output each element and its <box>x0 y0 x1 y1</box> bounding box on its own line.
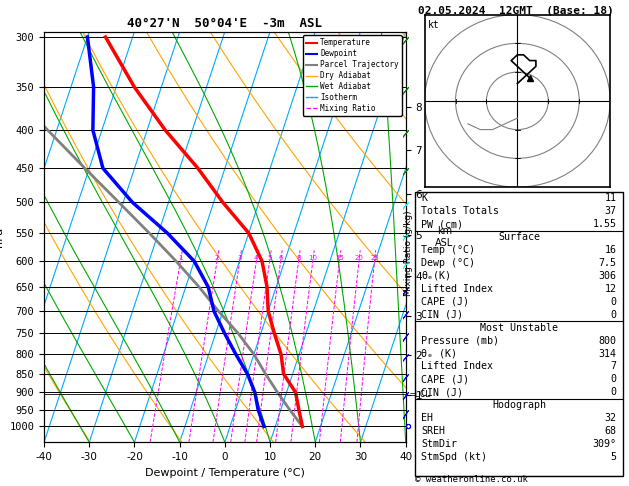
Text: 4: 4 <box>254 255 259 261</box>
X-axis label: Dewpoint / Temperature (°C): Dewpoint / Temperature (°C) <box>145 468 305 478</box>
Text: Surface: Surface <box>498 232 540 242</box>
Text: 25: 25 <box>370 255 379 261</box>
Text: © weatheronline.co.uk: © weatheronline.co.uk <box>415 475 528 484</box>
Text: Most Unstable: Most Unstable <box>480 323 558 332</box>
Text: 7.5: 7.5 <box>598 258 616 268</box>
Text: 306: 306 <box>598 271 616 281</box>
Text: 0: 0 <box>611 387 616 397</box>
Text: θₑ (K): θₑ (K) <box>421 348 457 359</box>
Text: 309°: 309° <box>593 439 616 449</box>
Text: CAPE (J): CAPE (J) <box>421 374 469 384</box>
Text: 12: 12 <box>604 284 616 294</box>
Text: 15: 15 <box>335 255 344 261</box>
Y-axis label: km
ASL: km ASL <box>435 226 454 248</box>
Text: Lifted Index: Lifted Index <box>421 284 493 294</box>
Text: 5: 5 <box>611 452 616 462</box>
Text: θₑ(K): θₑ(K) <box>421 271 452 281</box>
Text: 02.05.2024  12GMT  (Base: 18): 02.05.2024 12GMT (Base: 18) <box>418 6 614 16</box>
Text: =LCL: =LCL <box>409 390 431 399</box>
Text: 32: 32 <box>604 413 616 423</box>
Text: SREH: SREH <box>421 426 445 436</box>
Text: Temp (°C): Temp (°C) <box>421 245 476 255</box>
Text: 6: 6 <box>279 255 283 261</box>
Text: StmDir: StmDir <box>421 439 457 449</box>
Text: 800: 800 <box>598 336 616 346</box>
Title: 40°27'N  50°04'E  -3m  ASL: 40°27'N 50°04'E -3m ASL <box>127 17 323 31</box>
Text: PW (cm): PW (cm) <box>421 219 464 229</box>
Text: 2: 2 <box>215 255 220 261</box>
Text: 37: 37 <box>604 207 616 216</box>
Text: 1.55: 1.55 <box>593 219 616 229</box>
Text: Hodograph: Hodograph <box>492 400 546 410</box>
Text: 7: 7 <box>611 362 616 371</box>
Text: Pressure (mb): Pressure (mb) <box>421 336 499 346</box>
Text: 0: 0 <box>611 297 616 307</box>
Text: 5: 5 <box>267 255 272 261</box>
Text: 68: 68 <box>604 426 616 436</box>
Text: K: K <box>421 193 427 204</box>
Text: 0: 0 <box>611 374 616 384</box>
Text: 0: 0 <box>611 310 616 320</box>
Text: 3: 3 <box>237 255 242 261</box>
Text: 314: 314 <box>598 348 616 359</box>
Text: CAPE (J): CAPE (J) <box>421 297 469 307</box>
Text: 11: 11 <box>604 193 616 204</box>
Legend: Temperature, Dewpoint, Parcel Trajectory, Dry Adiabat, Wet Adiabat, Isotherm, Mi: Temperature, Dewpoint, Parcel Trajectory… <box>303 35 402 116</box>
Text: Totals Totals: Totals Totals <box>421 207 499 216</box>
Text: kt: kt <box>428 20 440 30</box>
Text: 1: 1 <box>178 255 182 261</box>
Text: CIN (J): CIN (J) <box>421 387 464 397</box>
Text: 20: 20 <box>355 255 364 261</box>
Text: 8: 8 <box>296 255 301 261</box>
Text: Mixing Ratio (g/kg): Mixing Ratio (g/kg) <box>404 210 413 295</box>
Text: 16: 16 <box>604 245 616 255</box>
Text: CIN (J): CIN (J) <box>421 310 464 320</box>
Text: Dewp (°C): Dewp (°C) <box>421 258 476 268</box>
Text: 10: 10 <box>308 255 317 261</box>
Text: EH: EH <box>421 413 433 423</box>
Text: Lifted Index: Lifted Index <box>421 362 493 371</box>
Text: StmSpd (kt): StmSpd (kt) <box>421 452 487 462</box>
Y-axis label: hPa: hPa <box>0 227 4 247</box>
